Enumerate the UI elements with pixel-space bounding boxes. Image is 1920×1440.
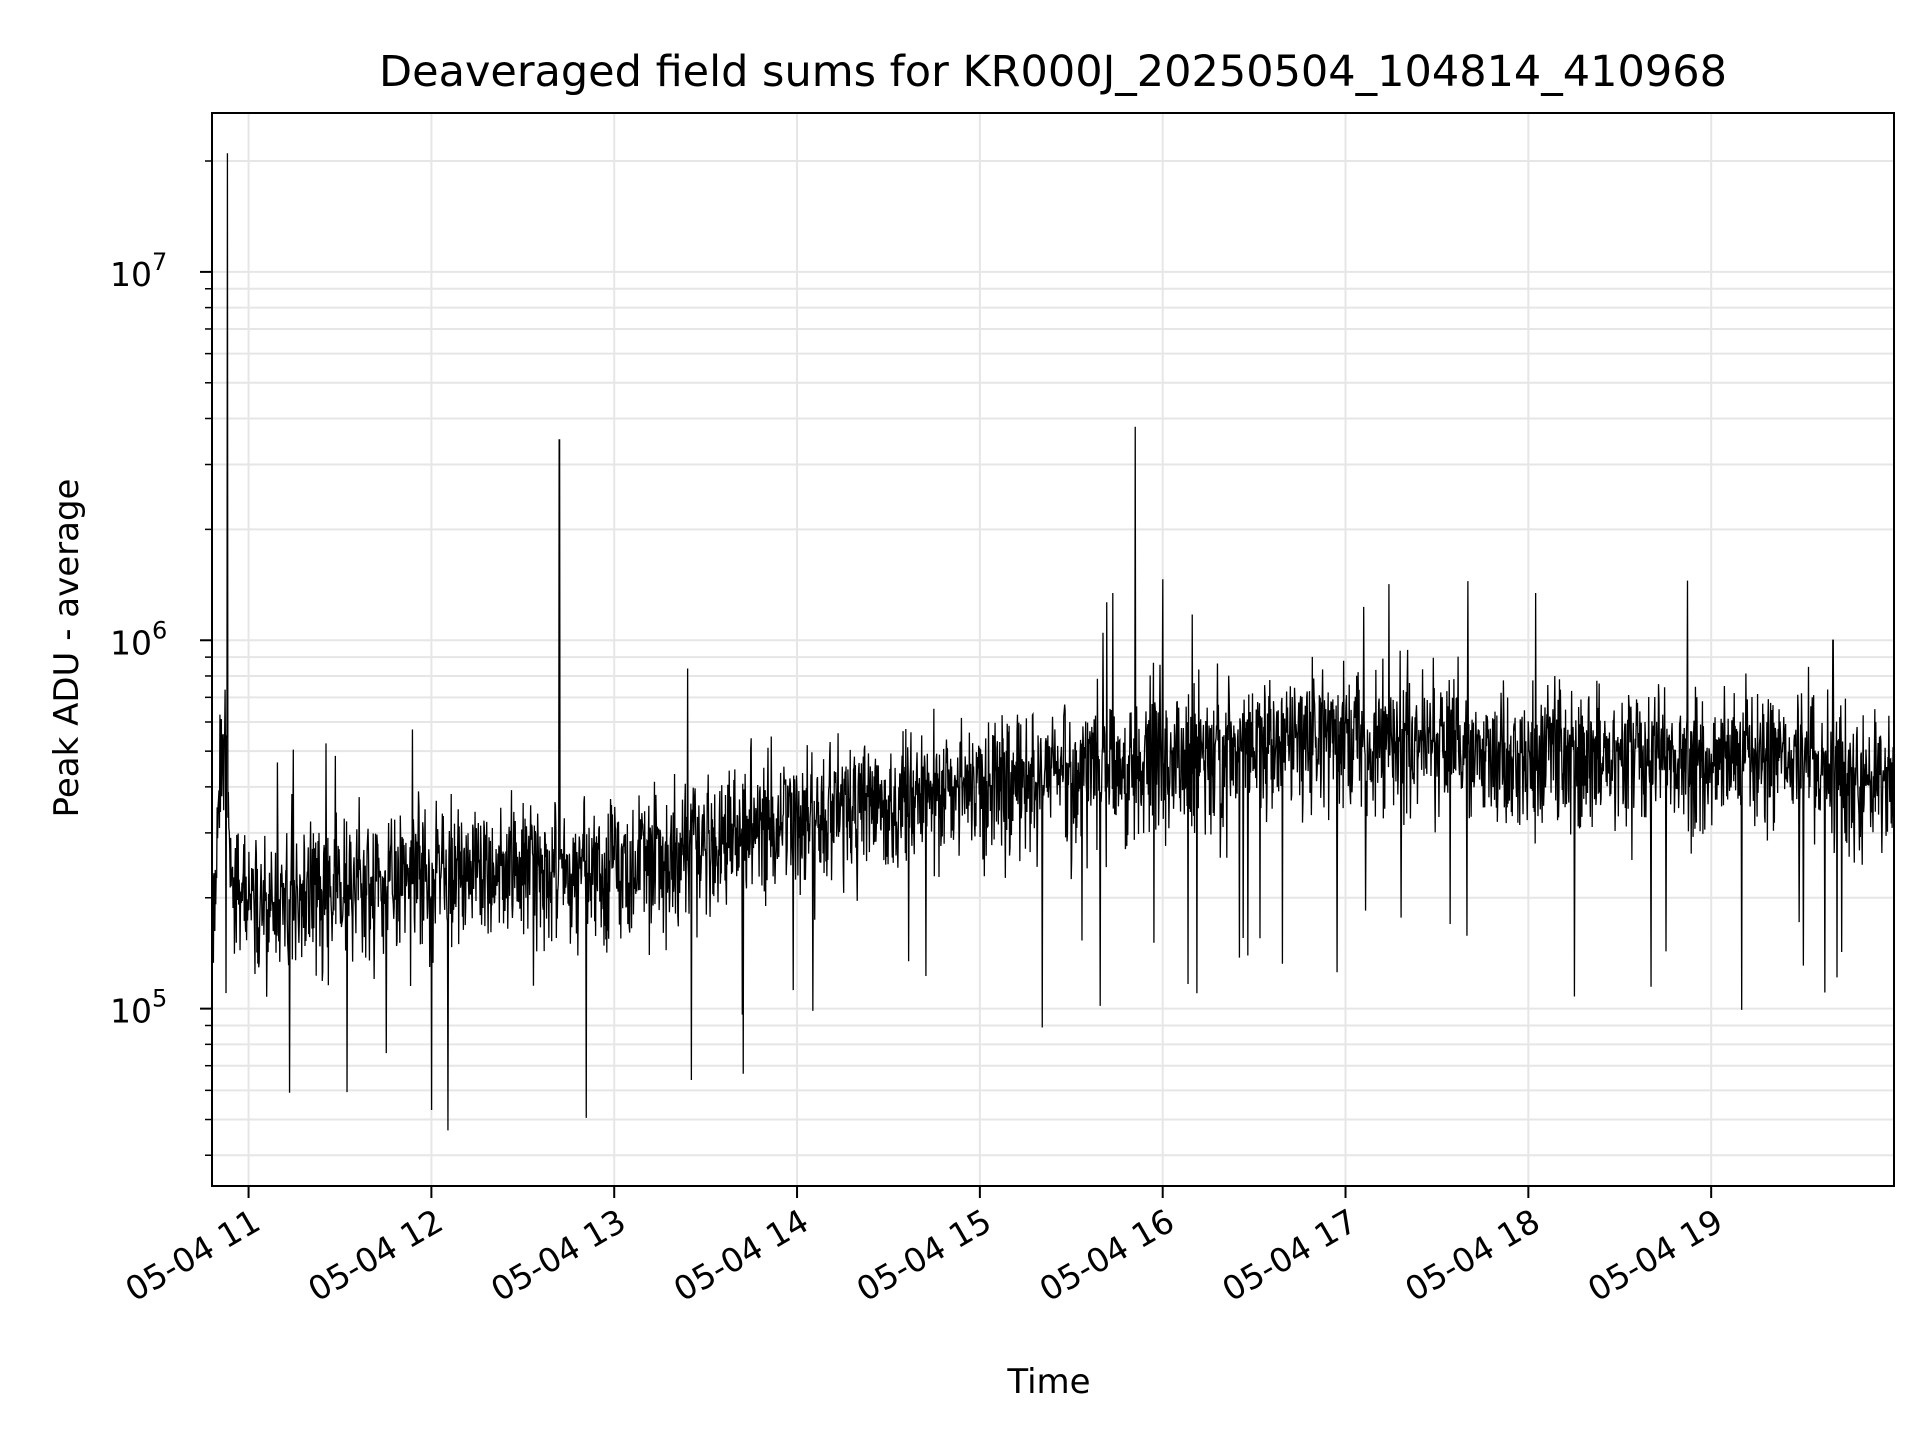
y-axis: 105 106 107 <box>110 160 212 1156</box>
y-tick-label: 105 <box>110 985 167 1031</box>
y-tick-label: 106 <box>110 616 167 662</box>
plot-frame <box>211 112 1895 1187</box>
series-line <box>211 153 1895 1131</box>
chart-title: Deaveraged field sums for KR000J_2025050… <box>379 47 1727 97</box>
y-axis-label: Peak ADU - average <box>47 479 87 818</box>
series <box>211 153 1895 1131</box>
x-axis-label: Time <box>1006 1362 1090 1402</box>
y-tick-label: 107 <box>110 248 167 294</box>
